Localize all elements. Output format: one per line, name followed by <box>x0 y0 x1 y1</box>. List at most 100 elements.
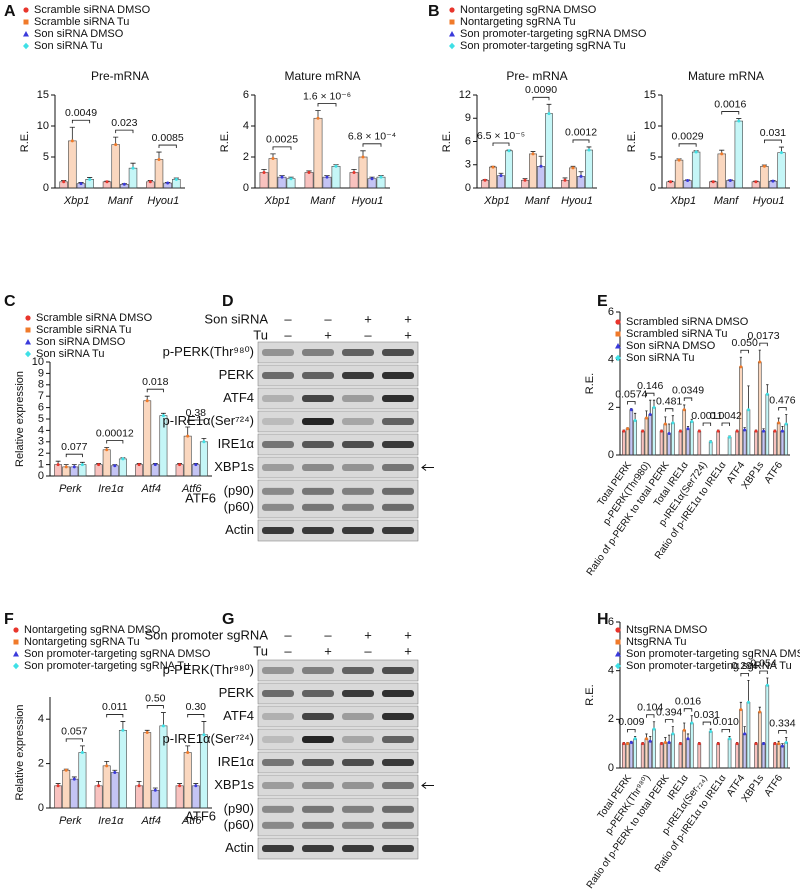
dot <box>773 429 777 433</box>
bar <box>735 430 739 456</box>
y-tick-label: 6 <box>465 135 471 147</box>
bracket <box>759 342 768 347</box>
blot-band <box>302 503 334 511</box>
blot-band <box>302 527 334 534</box>
legend-marker <box>25 350 31 358</box>
bracket <box>778 730 787 734</box>
dot <box>746 700 750 704</box>
dot <box>62 180 66 184</box>
bar <box>746 409 751 456</box>
bar <box>640 430 645 456</box>
dot <box>697 742 701 746</box>
y-tick-label: 2 <box>608 401 614 413</box>
legend-marker <box>25 327 31 333</box>
bracket <box>740 673 749 677</box>
y-tick-label: 4 <box>608 665 614 677</box>
blot-band <box>342 395 374 402</box>
dot <box>739 708 743 712</box>
band-label: Actin <box>225 522 254 537</box>
bar <box>78 752 87 809</box>
panel-label: H <box>597 611 609 628</box>
bar <box>777 152 786 189</box>
y-axis-label: Relative expression <box>14 705 26 801</box>
p-value: 0.394 <box>656 706 682 718</box>
x-tick-label: Ire1α <box>98 483 124 495</box>
x-tick-label: Perk <box>59 815 82 827</box>
band-label: XBP1s <box>214 459 254 474</box>
dot <box>709 440 713 444</box>
bar <box>151 464 160 477</box>
dot <box>678 742 682 746</box>
p-value: 0.0049 <box>65 107 97 119</box>
condition-sign: – <box>284 327 292 342</box>
bar <box>663 742 668 769</box>
arrow <box>421 782 434 789</box>
legend-label: Son promoter-targeting sgRNA DMSO <box>24 648 211 660</box>
dot <box>148 180 152 184</box>
bar <box>62 769 71 809</box>
bracket <box>532 96 550 101</box>
condition-sign: – <box>284 643 292 658</box>
y-tick-label: 15 <box>644 89 656 101</box>
p-value: 0.0173 <box>747 330 779 342</box>
bracket <box>187 714 205 718</box>
y-tick-label: 6 <box>243 89 249 101</box>
bar <box>505 150 513 189</box>
condition-sign: + <box>324 327 332 342</box>
dot <box>145 731 149 735</box>
blot-band <box>302 418 334 425</box>
dot <box>105 180 109 184</box>
p-value: 0.0012 <box>565 127 597 139</box>
bar <box>54 464 63 477</box>
bar <box>625 743 630 769</box>
x-tick-label: Hyou1 <box>753 195 785 207</box>
y-tick-label: 10 <box>644 120 656 132</box>
dot <box>720 152 724 156</box>
dot <box>762 429 766 433</box>
p-value: 0.0574 <box>615 388 647 400</box>
dot <box>547 112 551 116</box>
dot <box>352 171 356 174</box>
y-tick-label: 4 <box>243 120 249 132</box>
bracket <box>187 419 205 423</box>
dot <box>728 435 732 439</box>
dot <box>587 148 591 152</box>
blot-band <box>382 372 414 379</box>
legend-label: Son promoter-targeting sgRNA DMSO <box>626 648 800 660</box>
dot <box>334 164 338 168</box>
bar <box>652 728 656 769</box>
dot <box>678 429 682 433</box>
y-tick-label: 0 <box>650 182 656 194</box>
y-axis-label: R.E. <box>584 684 596 705</box>
dot <box>289 177 293 181</box>
blot-band <box>302 349 334 356</box>
bar <box>110 772 119 809</box>
bar <box>151 789 160 809</box>
y-tick-label: 7 <box>38 390 44 402</box>
legend-marker <box>449 42 455 50</box>
panel-label: D <box>222 293 234 310</box>
legend-label: Son promoter-targeting sgRNA DMSO <box>460 28 647 40</box>
bar <box>780 430 785 456</box>
bracket <box>664 719 674 723</box>
dot <box>667 740 671 744</box>
bar <box>784 742 789 769</box>
bar <box>94 785 103 809</box>
bar <box>757 361 762 456</box>
dot <box>737 119 741 123</box>
bar <box>175 785 184 809</box>
dot <box>762 164 766 168</box>
blot-band <box>262 845 294 852</box>
dot <box>491 165 495 169</box>
dot <box>728 179 732 183</box>
legend-label: Son siRNA Tu <box>36 348 104 360</box>
dot <box>663 740 667 744</box>
y-tick-label: 0 <box>38 802 44 814</box>
bar <box>776 422 781 456</box>
dot <box>307 171 311 174</box>
blot-band <box>382 821 414 829</box>
bar <box>322 176 332 189</box>
dot <box>633 418 637 422</box>
condition-label: Son promoter sgRNA <box>144 627 268 642</box>
dot <box>711 180 715 184</box>
